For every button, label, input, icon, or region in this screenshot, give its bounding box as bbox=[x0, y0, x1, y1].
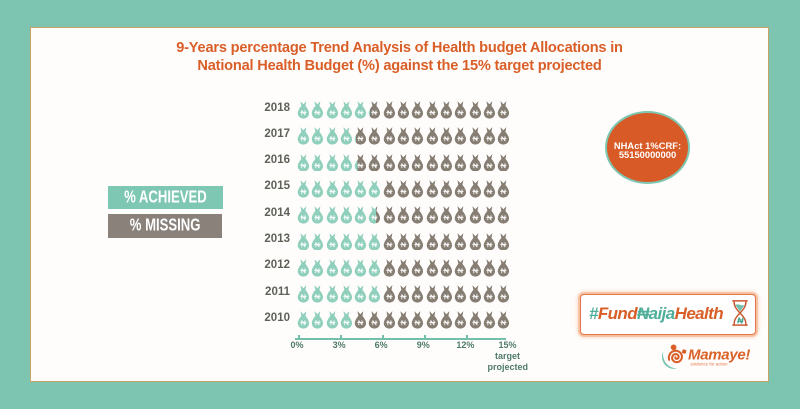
svg-text:₦: ₦ bbox=[737, 315, 744, 325]
svg-text:evidence for action: evidence for action bbox=[691, 361, 729, 366]
svg-text:Mamaye!: Mamaye! bbox=[688, 347, 750, 364]
